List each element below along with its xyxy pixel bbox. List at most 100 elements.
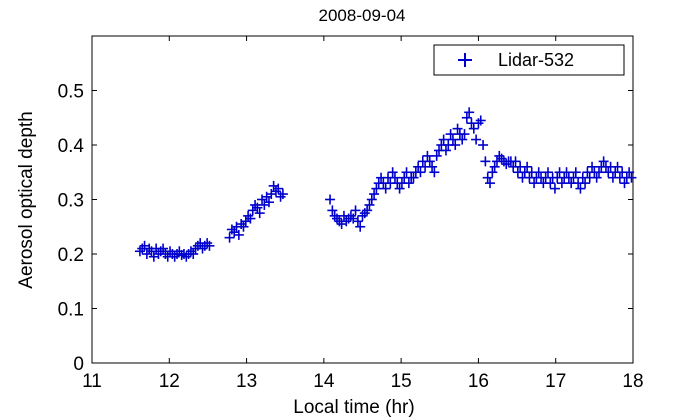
y-tick-label: 0.4 xyxy=(58,136,85,157)
data-point xyxy=(570,167,581,178)
x-tick-label: 11 xyxy=(82,371,102,392)
legend-marker-plus-icon xyxy=(458,53,472,67)
data-point xyxy=(325,194,336,205)
data-point xyxy=(447,134,458,145)
chart-title: 2008-09-04 xyxy=(319,6,406,25)
data-point xyxy=(522,161,533,172)
data-point xyxy=(438,134,449,145)
data-point xyxy=(352,216,363,227)
data-point xyxy=(188,249,199,259)
data-point xyxy=(445,129,456,140)
data-point xyxy=(273,183,284,194)
data-point xyxy=(459,129,470,140)
data-point xyxy=(245,213,256,224)
data-point xyxy=(487,167,498,178)
y-axis-title: Aerosol optical depth xyxy=(16,111,37,288)
data-point xyxy=(371,183,382,194)
plot-area xyxy=(91,35,634,364)
data-point xyxy=(327,205,338,216)
data-point xyxy=(587,161,598,172)
y-tick-label: 0.5 xyxy=(58,82,84,103)
data-point xyxy=(510,156,521,167)
data-point xyxy=(464,107,475,118)
data-point xyxy=(233,229,244,240)
x-tick-label: 14 xyxy=(313,371,335,392)
data-point xyxy=(422,150,433,161)
data-point xyxy=(480,156,491,167)
data-point xyxy=(427,161,438,172)
y-tick-label: 0 xyxy=(73,354,84,375)
data-point xyxy=(591,172,602,183)
x-tick-label: 13 xyxy=(236,371,257,392)
data-point xyxy=(394,183,405,194)
data-point xyxy=(529,178,540,189)
data-point xyxy=(482,172,493,183)
legend: Lidar-532 xyxy=(433,44,625,76)
data-point xyxy=(440,145,451,156)
data-markers xyxy=(134,107,637,262)
data-point xyxy=(254,208,265,219)
data-point xyxy=(158,243,169,254)
data-point xyxy=(593,167,604,178)
data-point xyxy=(403,178,414,189)
data-point xyxy=(450,140,461,150)
y-tick-label: 0.3 xyxy=(58,191,84,212)
data-point xyxy=(408,172,419,183)
data-point xyxy=(401,167,412,178)
data-point xyxy=(277,189,288,200)
data-point xyxy=(533,167,544,178)
x-tick-label: 18 xyxy=(622,371,643,392)
data-point xyxy=(598,156,609,167)
data-point xyxy=(478,140,489,150)
data-point xyxy=(204,240,215,251)
data-point xyxy=(489,161,500,172)
data-point xyxy=(176,250,187,261)
data-point xyxy=(485,178,496,189)
data-point xyxy=(549,183,560,194)
y-tick-labels: 0 0.1 0.2 0.3 0.4 0.5 xyxy=(58,82,85,376)
y-tick-label: 0.1 xyxy=(58,300,84,321)
data-point xyxy=(263,197,274,208)
data-point xyxy=(366,194,377,205)
data-point xyxy=(369,189,380,200)
data-point xyxy=(542,167,553,178)
data-point xyxy=(461,112,472,123)
data-point xyxy=(424,156,435,167)
x-tick-label: 15 xyxy=(391,371,412,392)
data-point xyxy=(387,167,398,178)
data-point xyxy=(389,172,400,183)
data-point xyxy=(224,232,235,243)
data-point xyxy=(471,134,482,145)
data-point xyxy=(568,172,579,183)
data-point xyxy=(612,161,623,172)
data-point xyxy=(475,115,486,126)
data-point xyxy=(545,178,556,189)
data-point xyxy=(561,167,572,178)
data-point xyxy=(362,205,373,216)
data-point xyxy=(431,150,442,161)
data-point xyxy=(380,183,391,194)
data-point xyxy=(415,167,426,178)
data-point xyxy=(468,123,479,134)
x-tick-label: 17 xyxy=(545,371,566,392)
data-point xyxy=(355,221,366,232)
data-point xyxy=(364,199,375,210)
data-point xyxy=(619,178,630,189)
data-point xyxy=(252,202,263,213)
plot-frame xyxy=(91,35,634,364)
data-point xyxy=(624,167,635,178)
y-tick-label: 0.2 xyxy=(58,245,84,266)
data-point xyxy=(575,183,586,194)
x-tick-labels: 11 12 13 14 15 16 17 18 xyxy=(82,371,643,392)
axis-ticks xyxy=(91,36,634,364)
legend-label: Lidar-532 xyxy=(498,50,574,70)
data-point xyxy=(457,134,468,145)
data-point xyxy=(556,178,567,189)
data-point xyxy=(452,123,463,134)
x-tick-label: 16 xyxy=(468,371,489,392)
data-point xyxy=(626,172,637,183)
x-tick-label: 12 xyxy=(159,371,180,392)
data-point xyxy=(580,178,591,189)
data-point xyxy=(350,205,361,216)
